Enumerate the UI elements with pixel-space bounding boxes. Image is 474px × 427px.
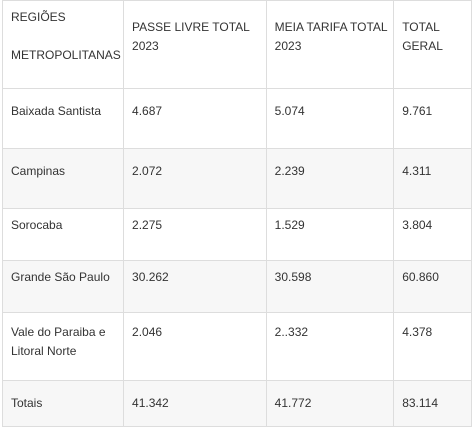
header-row: REGIÕES METROPOLITANAS PASSE LIVRE TOTAL… — [1, 0, 472, 89]
region-cell: Sorocaba — [1, 208, 125, 261]
total-cell: 83.114 — [393, 380, 472, 427]
header-passe-livre: PASSE LIVRE TOTAL 2023 — [123, 0, 267, 89]
header-regions-line2: METROPOLITANAS — [11, 48, 121, 62]
table-row: Totais 41.342 41.772 83.114 — [1, 380, 472, 427]
table-row: Vale do Paraiba e Litoral Norte 2.046 2.… — [1, 312, 472, 381]
region-cell: Grande São Paulo — [1, 260, 125, 313]
total-cell: 9.761 — [393, 88, 472, 149]
region-cell: Totais — [1, 380, 125, 427]
total-cell: 3.804 — [393, 208, 472, 261]
passe-livre-cell: 41.342 — [123, 380, 267, 427]
header-regions: REGIÕES METROPOLITANAS — [1, 0, 125, 89]
passe-livre-cell: 2.072 — [123, 148, 267, 209]
table-row: Sorocaba 2.275 1.529 3.804 — [1, 208, 472, 261]
meia-tarifa-cell: 5.074 — [265, 88, 395, 149]
passe-livre-cell: 2.046 — [123, 312, 267, 381]
region-cell: Campinas — [1, 148, 125, 209]
meia-tarifa-cell: 41.772 — [265, 380, 395, 427]
region-cell: Baixada Santista — [1, 88, 125, 149]
total-cell: 4.311 — [393, 148, 472, 209]
meia-tarifa-cell: 2.239 — [265, 148, 395, 209]
passe-livre-cell: 30.262 — [123, 260, 267, 313]
header-total-geral: TOTAL GERAL — [393, 0, 472, 89]
passe-livre-cell: 4.687 — [123, 88, 267, 149]
passe-livre-cell: 2.275 — [123, 208, 267, 261]
table-row: Grande São Paulo 30.262 30.598 60.860 — [1, 260, 472, 313]
region-cell: Vale do Paraiba e Litoral Norte — [1, 312, 125, 381]
meia-tarifa-cell: 2..332 — [265, 312, 395, 381]
total-cell: 60.860 — [393, 260, 472, 313]
table-row: Campinas 2.072 2.239 4.311 — [1, 148, 472, 209]
header-regions-line1: REGIÕES — [11, 10, 66, 24]
header-meia-tarifa: MEIA TARIFA TOTAL 2023 — [265, 0, 395, 89]
table-row: Baixada Santista 4.687 5.074 9.761 — [1, 88, 472, 149]
total-cell: 4.378 — [393, 312, 472, 381]
meia-tarifa-cell: 1.529 — [265, 208, 395, 261]
meia-tarifa-cell: 30.598 — [265, 260, 395, 313]
